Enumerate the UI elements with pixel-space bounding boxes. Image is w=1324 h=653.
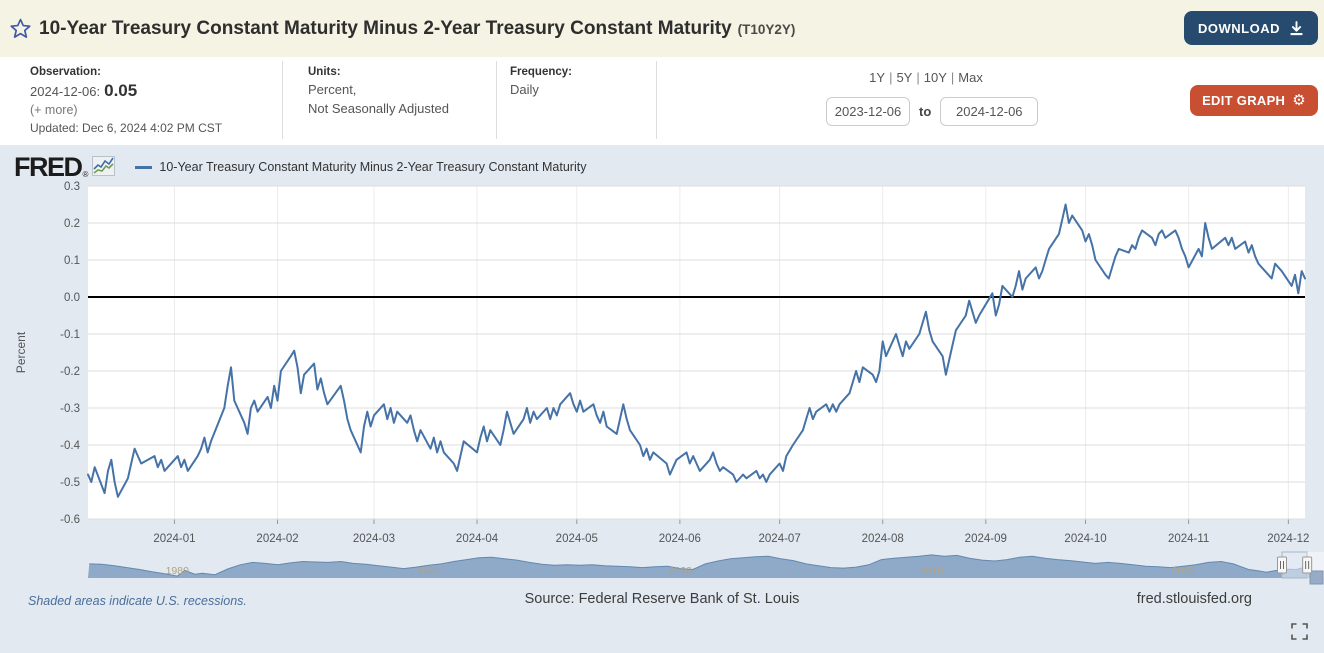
updated-text: Updated: Dec 6, 2024 4:02 PM CST xyxy=(30,121,223,135)
meta-row: Observation: 2024-12-06: 0.05 (+ more) Up… xyxy=(0,57,1324,145)
title-bar: 10-Year Treasury Constant Maturity Minus… xyxy=(0,0,1324,57)
x-axis-tick-label: 2024-01 xyxy=(153,533,195,545)
navigator-year-label: 1980 xyxy=(166,565,190,577)
download-icon xyxy=(1289,20,1304,36)
legend-label: 10-Year Treasury Constant Maturity Minus… xyxy=(159,160,587,174)
x-axis-tick-label: 2024-10 xyxy=(1064,533,1106,545)
navigator-outline xyxy=(89,554,1308,577)
observation-value: 0.05 xyxy=(104,81,138,100)
fred-sparkline-icon xyxy=(92,155,116,181)
date-range-row: to xyxy=(826,97,1039,126)
x-axis-tick-label: 2024-09 xyxy=(965,533,1007,545)
navigator-year-label: 1990 xyxy=(417,565,441,577)
legend: 10-Year Treasury Constant Maturity Minus… xyxy=(135,160,586,174)
y-axis-tick-label: 0.0 xyxy=(64,292,80,304)
x-axis-tick-label: 2024-04 xyxy=(456,533,499,545)
units-label: Units: xyxy=(308,66,341,78)
registered-mark: ® xyxy=(82,169,89,179)
y-axis-tick-label: 0.2 xyxy=(64,218,80,230)
x-axis-tick-label: 2024-06 xyxy=(659,533,701,545)
quick-range-links: 1Y | 5Y | 10Y | Max xyxy=(826,70,1026,85)
source-text: Source: Federal Reserve Bank of St. Loui… xyxy=(524,591,800,607)
series-title: 10-Year Treasury Constant Maturity Minus… xyxy=(39,17,732,39)
observation-panel: Observation: 2024-12-06: 0.05 (+ more) Up… xyxy=(0,61,283,139)
observation-date: 2024-12-06: xyxy=(30,84,101,99)
range-separator: | xyxy=(916,70,920,85)
y-axis-tick-label: -0.2 xyxy=(60,366,80,378)
x-axis-tick-label: 2024-08 xyxy=(862,533,904,545)
start-date-input[interactable] xyxy=(826,97,910,126)
y-axis-tick-label: -0.4 xyxy=(60,440,80,452)
navigator-right-handle[interactable] xyxy=(1302,556,1313,574)
units-line1: Percent, xyxy=(308,82,357,97)
navigator-year-label: 2020 xyxy=(1171,565,1195,577)
y-axis-title: Percent xyxy=(14,331,28,373)
frequency-label: Frequency: xyxy=(510,66,572,78)
x-axis-tick-label: 2024-11 xyxy=(1168,533,1209,545)
navigator-year-label: 2010 xyxy=(920,565,944,577)
edit-graph-button[interactable]: EDIT GRAPH ⚙ xyxy=(1190,85,1318,116)
chart-area: FRED ® 10-Year Treasury Constant Maturit… xyxy=(0,145,1324,653)
main-chart-canvas[interactable]: 2024-01 2024-02 2024-03 2024-04 2024-05 2024-… xyxy=(0,145,1324,653)
x-axis-tick-label: 2024-02 xyxy=(256,533,298,545)
range-1y[interactable]: 1Y xyxy=(869,70,886,85)
observation-line: 2024-12-06: 0.05 xyxy=(30,81,282,101)
series-line[interactable] xyxy=(87,203,1306,498)
units-line2: Not Seasonally Adjusted xyxy=(308,100,449,116)
range-10y[interactable]: 10Y xyxy=(923,70,947,85)
plot-background xyxy=(88,186,1305,519)
units-panel: Units: Percent, Not Seasonally Adjusted xyxy=(283,61,497,139)
legend-line-swatch xyxy=(135,165,153,169)
series-id: (T10Y2Y) xyxy=(737,21,796,37)
range-separator: | xyxy=(950,70,955,85)
fred-logo[interactable]: FRED ® xyxy=(14,151,116,182)
fullscreen-icon[interactable] xyxy=(1291,623,1308,645)
favorite-star-icon[interactable] xyxy=(10,18,31,39)
chart-header: FRED ® 10-Year Treasury Constant Maturit… xyxy=(14,152,586,182)
x-axis-tick-label: 2024-12 xyxy=(1267,533,1309,545)
x-axis-tick-label: 2024-03 xyxy=(353,533,395,545)
x-axis-tick-label: 2024-05 xyxy=(556,533,598,545)
site-url: fred.stlouisfed.org xyxy=(1136,591,1252,607)
frequency-panel: Frequency: Daily xyxy=(497,61,657,139)
navigator-left-handle[interactable] xyxy=(1277,556,1288,574)
download-label: DOWNLOAD xyxy=(1198,20,1280,36)
more-link[interactable]: (+ more) xyxy=(30,103,78,117)
edit-graph-label: EDIT GRAPH xyxy=(1202,93,1286,108)
end-date-input[interactable] xyxy=(940,97,1039,126)
navigator-scroll-thumb[interactable] xyxy=(1309,570,1324,585)
y-axis-tick-label: 0.1 xyxy=(64,255,80,267)
range-separator: | xyxy=(889,70,893,85)
y-axis-tick-label: -0.5 xyxy=(60,477,80,489)
to-label: to xyxy=(919,104,932,119)
observation-label: Observation: xyxy=(30,66,101,78)
page-title: 10-Year Treasury Constant Maturity Minus… xyxy=(39,18,795,40)
fred-wordmark: FRED xyxy=(14,151,83,182)
range-max[interactable]: Max xyxy=(958,70,983,85)
y-axis-tick-label: -0.3 xyxy=(60,403,80,415)
y-axis-tick-label: -0.6 xyxy=(60,514,80,526)
navigator-area[interactable] xyxy=(88,554,1324,578)
recession-note: Shaded areas indicate U.S. recessions. xyxy=(28,594,247,608)
download-button[interactable]: DOWNLOAD xyxy=(1184,11,1318,45)
gear-icon: ⚙ xyxy=(1292,91,1306,109)
navigator-year-label: 2000 xyxy=(669,565,693,577)
range-5y[interactable]: 5Y xyxy=(896,70,913,85)
y-axis-tick-label: -0.1 xyxy=(60,329,80,341)
x-axis-tick-label: 2024-07 xyxy=(759,533,801,545)
frequency-value: Daily xyxy=(510,82,539,97)
y-axis-tick-label: 0.3 xyxy=(64,181,80,193)
